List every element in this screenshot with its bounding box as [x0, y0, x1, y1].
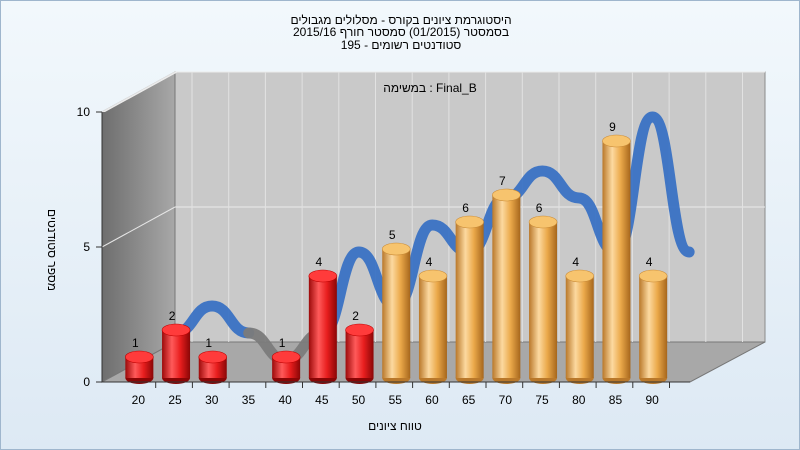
- bar-value-label: 4: [646, 255, 653, 269]
- y-tick-label: 0: [83, 375, 90, 389]
- x-tick-label: 80: [572, 393, 586, 407]
- side-gridline: [101, 71, 176, 113]
- bar-value-label: 7: [499, 174, 506, 188]
- bar-value-label: 1: [205, 336, 212, 350]
- bar-value-label: 1: [132, 336, 139, 350]
- chart-title-line-2: בסמסטר (01/2015) סמסטר חורף 2015/16: [292, 25, 510, 39]
- bar: [455, 215, 484, 384]
- x-tick-label: 50: [352, 393, 366, 407]
- x-tick-label: 35: [242, 393, 256, 407]
- bar: [161, 323, 191, 384]
- bars: 1 2 1 1 4 2 5 4 6 7 6 4 9 4: [125, 120, 668, 384]
- x-tick-label: 60: [425, 393, 439, 407]
- x-axis-label: טווח ציונים: [368, 419, 422, 433]
- x-tick-label: 75: [535, 393, 549, 407]
- bar: [492, 188, 521, 384]
- x-tick-label: 85: [609, 393, 623, 407]
- bar: [528, 215, 558, 384]
- x-tick-label: 25: [168, 393, 182, 407]
- x-tick-label: 45: [315, 393, 329, 407]
- bar-value-label: 4: [572, 255, 579, 269]
- x-tick-label: 65: [462, 393, 476, 407]
- bar: [125, 350, 154, 384]
- annotation-label: במשימה : Final_B: [383, 81, 477, 95]
- x-tick-label: 40: [278, 393, 292, 407]
- bar: [418, 269, 448, 384]
- chart-title-line-1: היסטוגרמת ציונים בקורס - מסלולים מגבולים: [290, 13, 512, 27]
- y-tick-label: 10: [77, 105, 91, 119]
- x-tick-label: 70: [499, 393, 513, 407]
- bar-value-label: 6: [462, 201, 469, 215]
- bar: [271, 350, 301, 384]
- bar: [602, 134, 631, 384]
- x-tick-label: 55: [389, 393, 403, 407]
- x-tick-label: 90: [645, 393, 659, 407]
- bar-value-label: 2: [352, 309, 359, 323]
- bar-value-label: 6: [536, 201, 543, 215]
- bar-value-label: 4: [316, 255, 323, 269]
- x-tick-label: 30: [205, 393, 219, 407]
- chart-title-line-3: סטודנטים רשומים - 195: [340, 38, 462, 52]
- y-tick-label: 5: [83, 240, 90, 254]
- bar: [565, 269, 595, 384]
- bar-value-label: 1: [279, 336, 286, 350]
- bar: [381, 242, 411, 384]
- bar-value-label: 5: [389, 228, 396, 242]
- gridlines: [101, 71, 765, 342]
- x-tick-label: 20: [132, 393, 146, 407]
- bar: [345, 323, 374, 384]
- bar: [308, 269, 338, 384]
- bar-value-label: 9: [609, 120, 616, 134]
- bar-value-label: 2: [169, 309, 176, 323]
- bar: [198, 350, 228, 384]
- bar: [638, 269, 668, 384]
- y-axis-label: מספר סטודנטים: [45, 209, 59, 291]
- side-gridline: [101, 206, 176, 248]
- bar-value-label: 4: [426, 255, 433, 269]
